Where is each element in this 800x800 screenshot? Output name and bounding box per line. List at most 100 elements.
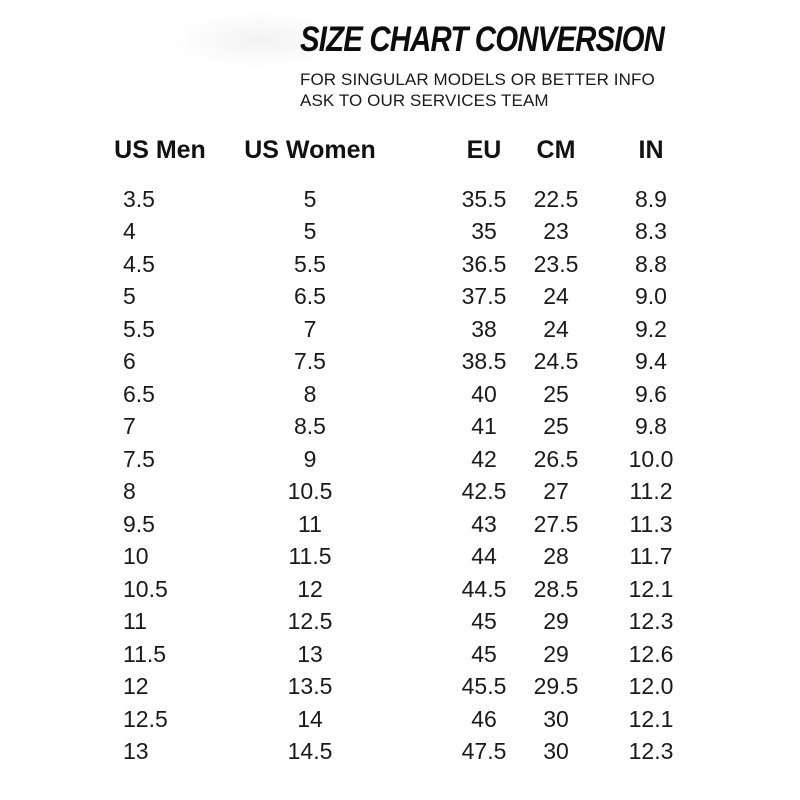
table-cell: 12.3	[628, 608, 674, 635]
table-cell: 12.5	[287, 608, 333, 635]
table-cell: 35.5	[461, 185, 507, 212]
table-cell: 28	[543, 543, 569, 570]
table-row: 9.5 11 43 27.5 11.3	[100, 508, 686, 541]
table-cell: 6.5	[294, 283, 326, 310]
subtitle-line-1: FOR SINGULAR MODELS OR BETTER INFO	[300, 70, 655, 89]
table-row: 13 14.5 47.5 30 12.3	[100, 736, 686, 769]
table-cell: 7.5	[294, 348, 326, 375]
table-cell: 44	[471, 543, 497, 570]
table-cell: 11.5	[288, 543, 332, 570]
table-cell: 24.5	[533, 348, 579, 375]
table-row: 7 8.5 41 25 9.8	[100, 411, 686, 444]
table-cell: 28.5	[533, 575, 579, 602]
table-cell: 11.5	[123, 640, 167, 667]
table-cell: 12.1	[628, 705, 674, 732]
table-cell: 45	[471, 640, 497, 667]
table-body: 3.5 5 35.5 22.5 8.9 4 5 35 23 8.3 4.5 5.5 36.5 23.5 8.…	[100, 183, 686, 768]
table-cell: 7	[303, 315, 317, 342]
table-cell: 10.5	[287, 478, 333, 505]
column-header-us-women: US Women	[244, 135, 376, 164]
table-row: 11.5 13 45 29 12.6	[100, 638, 686, 671]
table-cell: 30	[543, 738, 569, 765]
table-cell: 11.7	[629, 543, 673, 570]
table-cell: 14.5	[287, 738, 333, 765]
table-cell: 27	[543, 478, 569, 505]
table-cell: 9.4	[635, 348, 667, 375]
table-row: 4.5 5.5 36.5 23.5 8.8	[100, 248, 686, 281]
table-cell: 29	[543, 608, 569, 635]
table-cell: 11	[298, 510, 322, 537]
table-cell: 11.2	[629, 478, 673, 505]
table-row: 4 5 35 23 8.3	[100, 216, 686, 249]
table-cell: 10.0	[628, 445, 674, 472]
table-row: 10.5 12 44.5 28.5 12.1	[100, 573, 686, 606]
table-cell: 45	[471, 608, 497, 635]
table-cell: 3.5	[123, 185, 155, 212]
table-cell: 44.5	[461, 575, 507, 602]
table-cell: 9.8	[635, 413, 667, 440]
table-cell: 9.5	[123, 510, 155, 537]
table-header-row: US Men US Women EU CM IN	[100, 133, 686, 167]
table-cell: 47.5	[461, 738, 507, 765]
table-row: 6.5 8 40 25 9.6	[100, 378, 686, 411]
table-cell: 13	[297, 640, 323, 667]
table-cell: 8	[123, 478, 136, 505]
chart-header: SIZE CHART CONVERSION FOR SINGULAR MODEL…	[300, 20, 733, 111]
table-cell: 29	[543, 640, 569, 667]
table-cell: 4	[123, 218, 136, 245]
table-row: 11 12.5 45 29 12.3	[100, 606, 686, 639]
table-cell: 37.5	[461, 283, 507, 310]
table-cell: 46	[471, 705, 497, 732]
table-cell: 8	[303, 380, 317, 407]
table-cell: 14	[297, 705, 323, 732]
table-cell: 43	[471, 510, 497, 537]
page-title: SIZE CHART CONVERSION	[300, 20, 665, 59]
table-cell: 7.5	[123, 445, 155, 472]
table-row: 5 6.5 37.5 24 9.0	[100, 281, 686, 314]
table-cell: 45.5	[461, 673, 507, 700]
table-cell: 11	[123, 608, 147, 635]
table-cell: 12.6	[628, 640, 674, 667]
table-cell: 42.5	[461, 478, 507, 505]
table-row: 12.5 14 46 30 12.1	[100, 703, 686, 736]
table-row: 5.5 7 38 24 9.2	[100, 313, 686, 346]
table-cell: 7	[123, 413, 136, 440]
table-cell: 24	[543, 315, 569, 342]
table-cell: 8.8	[635, 250, 667, 277]
table-cell: 38	[471, 315, 497, 342]
table-cell: 41	[471, 413, 497, 440]
table-cell: 5.5	[294, 250, 326, 277]
table-cell: 22.5	[533, 185, 579, 212]
table-cell: 9.6	[635, 380, 667, 407]
table-row: 8 10.5 42.5 27 11.2	[100, 476, 686, 509]
column-header-us-men: US Men	[114, 135, 206, 164]
table-cell: 13	[123, 738, 149, 765]
table-row: 12 13.5 45.5 29.5 12.0	[100, 671, 686, 704]
table-cell: 26.5	[533, 445, 579, 472]
table-cell: 40	[471, 380, 497, 407]
table-cell: 35	[471, 218, 497, 245]
table-cell: 23	[543, 218, 569, 245]
table-cell: 10	[123, 543, 149, 570]
table-cell: 29.5	[533, 673, 579, 700]
table-cell: 13.5	[287, 673, 333, 700]
table-cell: 9.2	[635, 315, 667, 342]
table-cell: 8.9	[635, 185, 667, 212]
table-cell: 4.5	[123, 250, 155, 277]
table-cell: 5	[123, 283, 136, 310]
table-cell: 30	[543, 705, 569, 732]
column-header-cm: CM	[536, 135, 576, 164]
table-cell: 38.5	[461, 348, 507, 375]
table-row: 10 11.5 44 28 11.7	[100, 541, 686, 574]
table-cell: 12.3	[628, 738, 674, 765]
table-cell: 36.5	[461, 250, 507, 277]
table-cell: 42	[471, 445, 497, 472]
table-cell: 12	[297, 575, 323, 602]
table-cell: 9.0	[635, 283, 667, 310]
table-cell: 25	[543, 380, 569, 407]
table-cell: 5	[303, 185, 317, 212]
table-cell: 8.5	[294, 413, 326, 440]
table-cell: 5.5	[123, 315, 155, 342]
table-row: 3.5 5 35.5 22.5 8.9	[100, 183, 686, 216]
